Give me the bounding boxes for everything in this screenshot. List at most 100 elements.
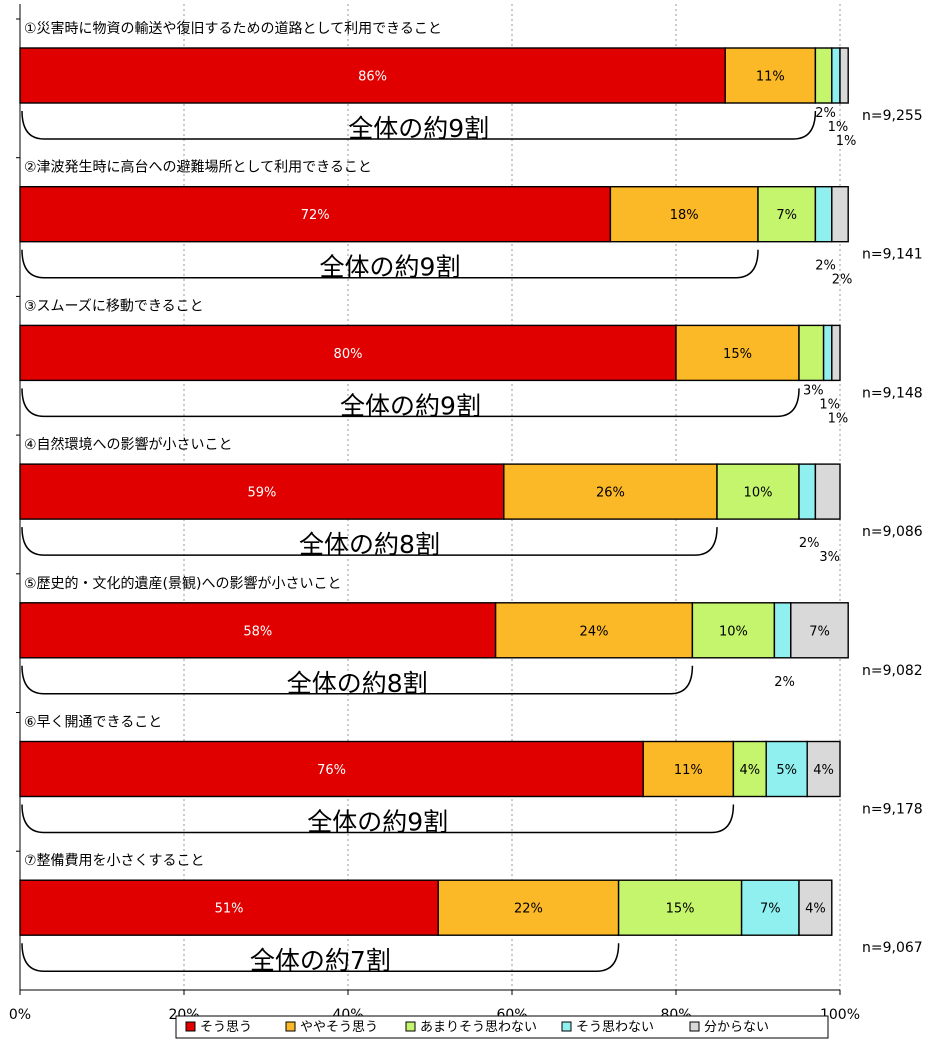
segment-label: 3%	[803, 383, 824, 398]
bar-segment-yaya-sou-omou	[724, 47, 817, 104]
segment-label: 86%	[358, 70, 387, 85]
legend-swatch	[561, 1021, 572, 1032]
sample-size-label: n=9,255	[862, 108, 923, 124]
x-tick-label: 0%	[9, 1007, 31, 1023]
bar-segment-wakaranai	[806, 740, 841, 798]
question-label: ⑥早く開通できること	[24, 715, 162, 731]
segment-label: 4%	[805, 902, 826, 917]
bar-segment-wakaranai	[839, 47, 849, 104]
segment-label: 1%	[828, 411, 849, 426]
bar-segment-wakaranai	[831, 324, 841, 382]
segment-label: 10%	[719, 624, 748, 639]
legend-item-wakaranai: 分からない	[689, 1020, 769, 1035]
bar-segment-sou-omowanai	[831, 47, 841, 104]
annotation-label: 全体の約7割	[250, 946, 391, 975]
bar-segment-amari-sou-omowanai	[691, 602, 776, 659]
legend-label: あまりそう思わない	[420, 1020, 537, 1035]
x-tick-label: 100%	[820, 1007, 860, 1023]
legend-label: 分からない	[704, 1020, 769, 1035]
bar-segment-amari-sou-omowanai	[798, 324, 825, 382]
legend-label: ややそう思う	[300, 1020, 378, 1035]
segment-label: 2%	[774, 675, 795, 690]
segment-label: 1%	[828, 120, 849, 135]
segment-label: 2%	[815, 259, 836, 274]
grid-lines	[183, 4, 841, 990]
segment-label: 7%	[760, 902, 781, 917]
sample-size-label: n=9,082	[862, 663, 923, 679]
sample-size-label: n=9,067	[862, 940, 923, 956]
chart-row: ②津波発生時に高台への避難場所として利用できること 72% 18% 7% 2%2% n=9…	[16, 157, 923, 288]
bar-segment-sou-omou	[19, 324, 677, 382]
legend-item-amari-sou-omowanai: あまりそう思わない	[405, 1020, 537, 1035]
bar-segment-sou-omou	[19, 185, 612, 243]
segment-label: 2%	[815, 106, 836, 121]
question-label: ⑦整備費用を小さくすること	[24, 853, 205, 869]
segment-label: 11%	[756, 70, 785, 85]
bar-segment-wakaranai	[814, 463, 841, 520]
sample-size-label: n=9,178	[862, 802, 923, 818]
annotation-bracket	[21, 804, 735, 834]
legend-swatch	[285, 1021, 296, 1032]
legend-label: そう思わない	[576, 1020, 654, 1035]
bar-segment-amari-sou-omowanai	[617, 879, 743, 936]
question-label: ①災害時に物資の輸送や復旧するための道路として利用できること	[24, 20, 442, 37]
legend-item-sou-omou: そう思う	[185, 1020, 252, 1035]
bar-segment-amari-sou-omowanai	[757, 185, 817, 243]
legend-swatch	[405, 1021, 416, 1032]
question-label: ⑤歴史的・文化的遺産(景観)への影響が小さいこと	[24, 575, 341, 592]
chart-row: ①災害時に物資の輸送や復旧するための道路として利用できること 86% 11% 2%1%…	[16, 18, 923, 149]
bar-segment-sou-omowanai	[814, 185, 833, 243]
segment-label: 4%	[739, 763, 760, 778]
segment-label: 7%	[776, 208, 797, 223]
segment-label: 72%	[301, 208, 330, 223]
segment-label: 5%	[776, 763, 797, 778]
annotation-label: 全体の約8割	[287, 669, 428, 698]
segment-label: 1%	[836, 134, 857, 149]
sample-size-label: n=9,086	[862, 524, 923, 540]
legend: そう思う ややそう思う あまりそう思わない そう思わない 分からない	[175, 1015, 829, 1039]
segment-label: 76%	[317, 763, 346, 778]
chart-row: ⑦整備費用を小さくすること 51% 22% 15% 7% 4% n=9,067 全体の約7割	[16, 850, 923, 975]
annotation-bracket	[21, 943, 620, 972]
bar-segment-amari-sou-omowanai	[716, 463, 800, 520]
legend-label: そう思う	[200, 1020, 252, 1035]
segment-label: 2%	[799, 536, 820, 551]
sample-size-label: n=9,148	[862, 385, 923, 401]
bar-segment-yaya-sou-omou	[609, 185, 759, 243]
legend-item-sou-omowanai: そう思わない	[561, 1020, 654, 1035]
segment-label: 80%	[334, 347, 363, 362]
bar-segment-wakaranai	[790, 602, 849, 659]
segment-label: 22%	[514, 902, 543, 917]
annotation-label: 全体の約9割	[307, 808, 448, 837]
bar-segment-yaya-sou-omou	[437, 879, 620, 936]
segment-label: 58%	[243, 624, 272, 639]
annotation-label: 全体の約9割	[348, 114, 489, 143]
annotation-bracket	[21, 527, 718, 556]
legend-swatch	[689, 1021, 700, 1032]
segment-label: 1%	[819, 397, 840, 412]
segment-label: 10%	[744, 486, 773, 501]
annotation-label: 全体の約9割	[340, 391, 481, 420]
bar-segment-sou-omou	[19, 47, 726, 104]
bar-segment-yaya-sou-omou	[642, 740, 735, 798]
segment-label: 59%	[247, 486, 276, 501]
question-label: ④自然環境への影響が小さいこと	[24, 436, 233, 453]
bar-segment-sou-omou	[19, 602, 497, 659]
question-label: ②津波発生時に高台への避難場所として利用できること	[24, 159, 372, 176]
bar-segment-sou-omowanai	[798, 463, 817, 520]
segment-label: 24%	[580, 624, 609, 639]
bar-segment-sou-omou	[19, 463, 505, 520]
bar-segment-wakaranai	[831, 185, 849, 243]
segment-label: 4%	[813, 763, 834, 778]
legend-item-yaya-sou-omou: ややそう思う	[285, 1020, 378, 1035]
segment-label: 51%	[215, 902, 244, 917]
segment-label: 18%	[670, 208, 699, 223]
bar-segment-amari-sou-omowanai	[732, 740, 767, 798]
annotation-label: 全体の約8割	[299, 530, 440, 559]
segment-label: 26%	[596, 486, 625, 501]
annotation-bracket	[21, 110, 817, 140]
segment-label: 2%	[832, 273, 853, 288]
